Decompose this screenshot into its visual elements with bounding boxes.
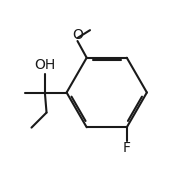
Text: OH: OH	[34, 58, 55, 72]
Text: F: F	[123, 141, 131, 155]
Text: O: O	[72, 28, 83, 42]
